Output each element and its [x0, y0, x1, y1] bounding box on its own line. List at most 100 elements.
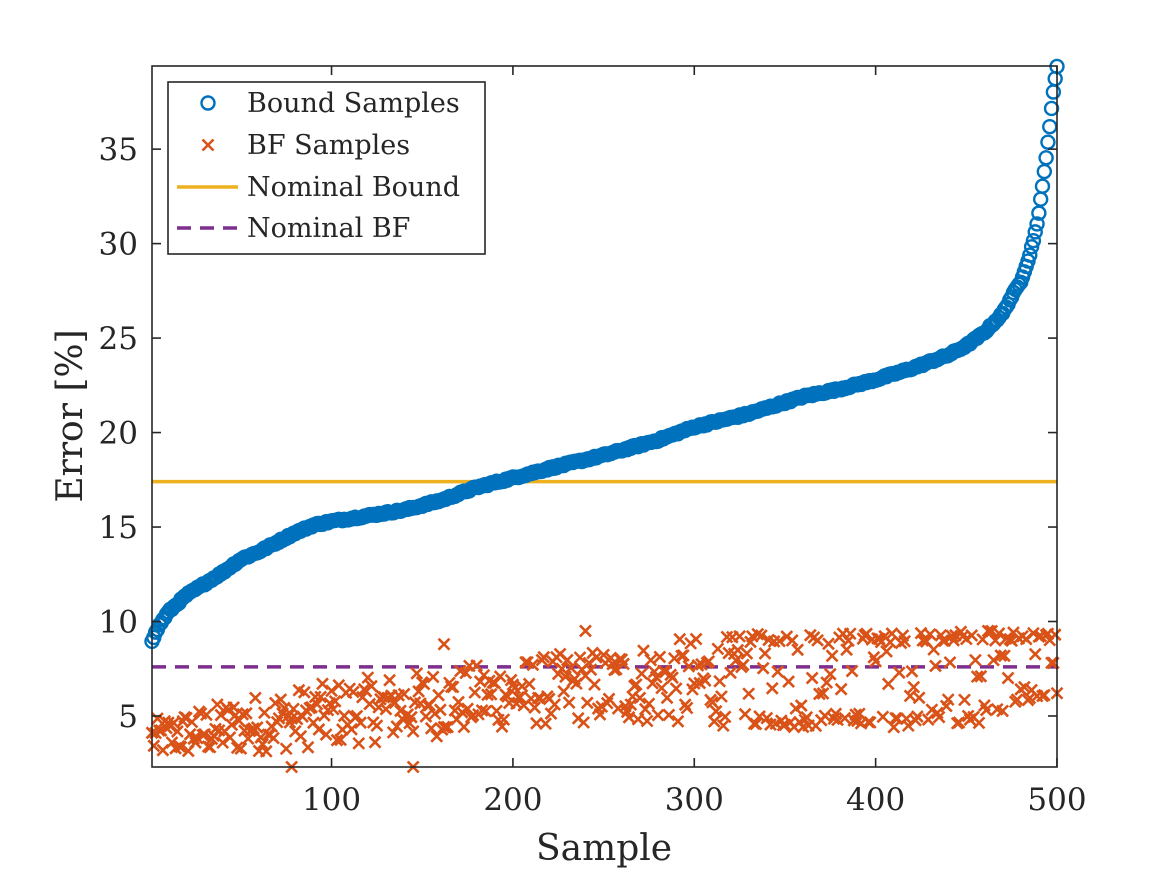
bf-sample-point: [754, 629, 768, 642]
bf-sample-point: [350, 709, 364, 723]
bf-sample-stroke: [929, 659, 942, 673]
bf-sample-stroke: [584, 663, 598, 677]
bf-sample-point: [328, 694, 342, 708]
bf-sample-stroke: [352, 736, 366, 750]
bf-sample-point: [749, 717, 763, 731]
bf-sample-point: [673, 632, 687, 646]
bf-sample-point: [417, 677, 431, 691]
bf-sample-stroke: [662, 708, 676, 722]
bound-sample-point: [1011, 276, 1027, 293]
bf-sample-stroke: [740, 646, 754, 660]
bf-sample-stroke: [765, 681, 779, 695]
bf-sample-point: [932, 710, 946, 724]
bf-sample-stroke: [330, 733, 344, 747]
bf-sample-point: [588, 678, 601, 692]
bf-sample-point: [1028, 647, 1042, 661]
bf-sample-point: [669, 682, 683, 696]
bf-sample-stroke: [892, 666, 906, 680]
bf-sample-point: [711, 642, 725, 656]
bf-sample-stroke: [346, 685, 360, 699]
bf-sample-stroke: [718, 710, 732, 724]
bf-sample-stroke: [258, 706, 271, 720]
bf-sample-stroke: [876, 710, 890, 724]
bf-sample-stroke: [637, 644, 650, 658]
bf-sample-point: [617, 657, 630, 671]
bf-sample-stroke: [452, 695, 465, 709]
bf-sample-point: [655, 681, 669, 695]
bf-sample-point: [259, 744, 273, 758]
bf-sample-stroke: [898, 634, 912, 648]
bf-sample-point: [929, 659, 942, 673]
bf-sample-point: [782, 675, 796, 689]
bf-sample-point: [361, 671, 375, 685]
bf-sample-point: [236, 707, 250, 721]
bf-sample-stroke: [785, 634, 799, 647]
bf-sample-stroke: [707, 715, 721, 728]
bf-sample-stroke: [354, 716, 367, 730]
bf-sample-point: [390, 720, 404, 733]
bf-sample-stroke: [528, 701, 542, 714]
bound-sample-point: [1043, 100, 1060, 117]
x-tick-label: 400: [846, 782, 905, 818]
bf-sample-stroke: [210, 698, 224, 711]
bf-sample-stroke: [617, 657, 630, 671]
bf-sample-point: [992, 627, 1006, 640]
bf-sample-stroke: [758, 647, 772, 660]
bf-sample-stroke: [475, 704, 489, 717]
bf-sample-stroke: [822, 637, 835, 651]
bf-sample-stroke: [256, 737, 270, 751]
bf-sample-stroke: [1010, 693, 1024, 707]
bf-sample-point: [368, 735, 382, 749]
bound-sample-point: [1022, 247, 1038, 263]
bf-sample-point: [493, 670, 507, 683]
bf-sample-stroke: [689, 632, 703, 646]
bf-sample-stroke: [328, 694, 342, 708]
bf-sample-point: [1017, 680, 1031, 694]
bf-sample-stroke: [988, 634, 1002, 647]
bf-sample-stroke: [972, 716, 986, 730]
bf-sample-stroke: [992, 627, 1006, 640]
bf-sample-stroke: [751, 627, 765, 641]
bf-sample-point: [863, 716, 877, 729]
bf-sample-point: [256, 737, 270, 751]
bf-sample-stroke: [676, 649, 690, 662]
bf-sample-stroke: [823, 667, 837, 681]
bf-sample-point: [479, 704, 493, 718]
bf-sample-stroke: [646, 676, 659, 690]
bf-sample-point: [968, 653, 982, 667]
bf-sample-point: [319, 728, 333, 741]
bf-sample-stroke: [588, 678, 601, 692]
bf-sample-point: [812, 687, 826, 701]
bf-sample-stroke: [731, 643, 745, 657]
bf-sample-point: [330, 733, 344, 747]
bf-sample-point: [557, 685, 571, 698]
bf-sample-point: [680, 701, 694, 715]
bf-sample-point: [559, 670, 572, 684]
bf-sample-stroke: [580, 696, 594, 710]
nominal-lines: [152, 479, 1057, 669]
bf-sample-point: [816, 687, 830, 700]
bf-sample-stroke: [909, 713, 922, 727]
bf-sample-stroke: [459, 666, 473, 680]
bf-sample-point: [216, 736, 230, 750]
bf-sample-stroke: [749, 717, 763, 731]
bf-sample-stroke: [811, 633, 825, 647]
bf-sample-point: [691, 659, 705, 672]
bf-sample-stroke: [386, 725, 400, 739]
bf-sample-point: [1010, 693, 1024, 707]
bf-sample-point: [738, 707, 752, 721]
bf-sample-stroke: [363, 697, 377, 711]
bf-sample-stroke: [539, 717, 552, 731]
bf-sample-stroke: [782, 675, 796, 689]
bf-sample-stroke: [484, 687, 498, 701]
bf-sample-point: [646, 676, 659, 690]
bf-sample-point: [370, 719, 384, 733]
bound-sample-point: [1038, 150, 1054, 166]
legend: Bound Samples BF Samples Nominal Bound Nomi…: [167, 81, 486, 255]
bf-sample-point: [515, 679, 529, 693]
bf-sample-point: [301, 740, 315, 754]
bf-sample-stroke: [223, 731, 237, 744]
legend-label: Bound Samples: [247, 88, 460, 119]
bound-sample-point: [1034, 178, 1051, 194]
bf-sample-point: [199, 708, 213, 722]
